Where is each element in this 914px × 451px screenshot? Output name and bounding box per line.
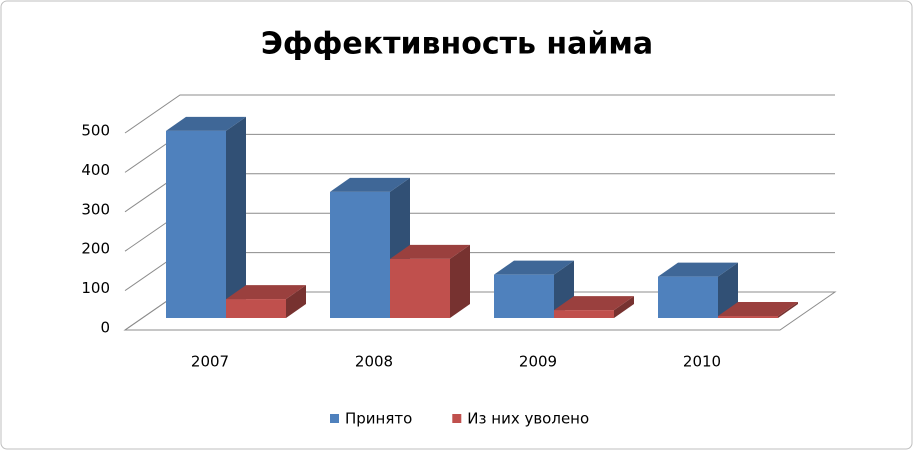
grid-line	[124, 94, 835, 134]
legend-label: Принято	[345, 410, 412, 428]
bar-top	[494, 260, 574, 275]
bar-side	[778, 302, 798, 318]
bar-top	[226, 285, 306, 300]
bar	[166, 130, 226, 318]
y-tick-label: 0	[100, 319, 110, 337]
bar	[554, 310, 614, 318]
y-tick-label: 300	[81, 200, 110, 218]
x-tick-label: 2007	[191, 353, 229, 371]
bar-top	[390, 244, 470, 259]
bar	[330, 191, 390, 318]
bar	[658, 276, 718, 318]
legend-swatch	[330, 414, 339, 423]
bar-side	[226, 116, 246, 318]
bar-top	[658, 262, 738, 277]
y-tick-label: 100	[81, 279, 110, 297]
bar-side	[286, 285, 306, 318]
y-tick-label: 200	[81, 240, 110, 258]
x-tick-label: 2008	[355, 353, 393, 371]
bar	[718, 316, 778, 318]
bar-side	[614, 296, 634, 318]
legend-swatch	[452, 414, 462, 423]
x-tick-label: 2009	[519, 353, 557, 371]
bar-side	[450, 244, 470, 318]
y-tick-label: 400	[81, 161, 110, 179]
bar-top	[718, 302, 798, 317]
bar-top	[166, 116, 246, 131]
legend-label: Из них уволено	[467, 410, 589, 428]
bar	[390, 258, 450, 318]
bar-top	[554, 296, 634, 311]
y-tick-label: 500	[81, 122, 110, 140]
chart-title: Эффективность найма	[261, 27, 653, 62]
bar-side	[718, 262, 738, 318]
bar-top	[330, 177, 410, 192]
bar	[226, 299, 286, 318]
x-tick-label: 2010	[683, 353, 721, 371]
bar	[494, 274, 554, 318]
